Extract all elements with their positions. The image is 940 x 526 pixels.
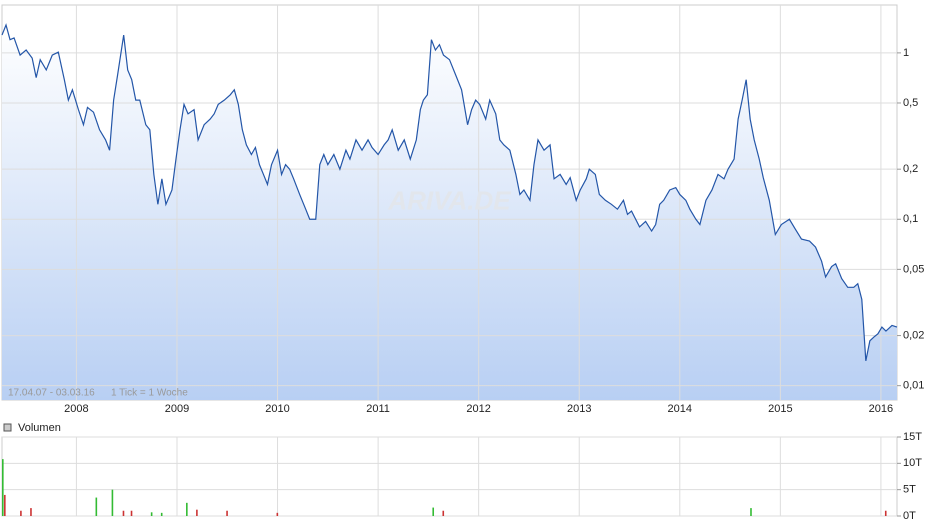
x-tick-label: 2009: [165, 403, 189, 415]
y-tick-label: 10T: [903, 457, 922, 469]
volume-bar: [111, 489, 114, 516]
volume-bar: [442, 510, 445, 516]
volume-bar: [150, 512, 153, 516]
area-fill: [2, 25, 897, 401]
x-tick-label: 2014: [668, 403, 692, 415]
y-tick-label: 0,02: [903, 329, 924, 341]
volume-bar: [276, 512, 279, 516]
volume-bar: [196, 509, 198, 516]
x-tick-label: 2010: [265, 403, 289, 415]
volume-bar: [95, 497, 98, 516]
y-tick-label: 0,1: [903, 213, 918, 225]
annotation: 17.04.07 - 03.03.16: [8, 388, 95, 399]
x-tick-label: 2012: [466, 403, 490, 415]
volume-bar: [226, 510, 228, 516]
y-tick-label: 1: [903, 47, 909, 59]
y-tick-label: 15T: [903, 431, 922, 443]
volume-bar: [4, 494, 6, 516]
watermark: ARIVA.DE: [387, 185, 511, 215]
volume-bar: [432, 507, 435, 516]
volume-bar: [750, 508, 752, 516]
price-line: [1, 23, 898, 361]
x-tick-label: 2008: [64, 403, 88, 415]
volume-bar: [186, 502, 188, 516]
volume-bar: [20, 510, 22, 516]
volume-bar: [884, 510, 887, 516]
x-tick-label: 2016: [869, 403, 893, 415]
y-tick-label: 0T: [903, 510, 916, 522]
y-tick-label: 5T: [903, 484, 916, 496]
volume-bar: [160, 512, 163, 516]
volume-bar: [130, 510, 133, 516]
volume-bar: [122, 510, 125, 516]
y-tick-label: 0,5: [903, 97, 918, 109]
x-tick-label: 2011: [366, 403, 390, 415]
plot-frame: [1, 436, 898, 517]
legend-label: Volumen: [18, 422, 61, 434]
x-tick-label: 2013: [567, 403, 591, 415]
legend-swatch: [3, 423, 12, 432]
volume-bar: [2, 459, 4, 516]
annotation: 1 Tick = 1 Woche: [111, 388, 188, 399]
y-tick-label: 0,05: [903, 263, 924, 275]
y-tick-label: 0,2: [903, 163, 918, 175]
volume-bar: [30, 508, 32, 516]
y-tick-label: 0,01: [903, 380, 924, 392]
x-tick-label: 2015: [768, 403, 792, 415]
